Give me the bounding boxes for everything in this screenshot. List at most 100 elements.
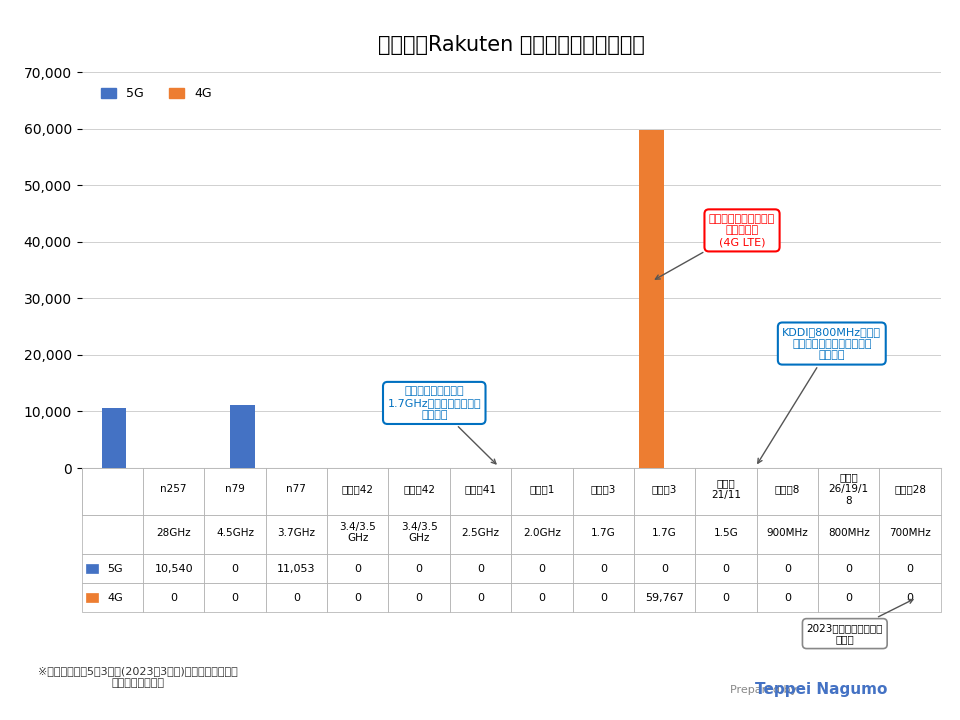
Bar	[511, 554, 572, 583]
Text: 0: 0	[906, 564, 914, 574]
Bar	[450, 515, 511, 554]
Text: 0: 0	[539, 564, 545, 574]
Bar	[230, 405, 254, 468]
Bar	[450, 468, 511, 515]
Text: 2.0GHz: 2.0GHz	[523, 528, 561, 538]
Text: 900MHz: 900MHz	[766, 528, 808, 538]
Bar	[450, 554, 511, 583]
Text: 0: 0	[784, 564, 791, 574]
Bar	[266, 583, 327, 612]
Bar	[634, 583, 695, 612]
Bar	[82, 554, 143, 583]
Bar	[572, 583, 634, 612]
Text: 0: 0	[477, 564, 484, 574]
Text: n77: n77	[286, 484, 306, 494]
Bar	[327, 554, 389, 583]
Bar	[818, 583, 879, 612]
Bar	[572, 515, 634, 554]
Bar	[143, 515, 204, 554]
Text: 0: 0	[784, 593, 791, 603]
Text: 0: 0	[231, 564, 238, 574]
Text: バンド42: バンド42	[342, 484, 373, 494]
Bar	[572, 468, 634, 515]
Text: 800MHz: 800MHz	[828, 528, 870, 538]
Text: 1.7G: 1.7G	[652, 528, 677, 538]
Text: 0: 0	[170, 593, 178, 603]
Bar	[143, 554, 204, 583]
Text: 0: 0	[600, 564, 607, 574]
Text: 0: 0	[906, 593, 914, 603]
Text: 1.7G: 1.7G	[591, 528, 615, 538]
Bar	[389, 515, 450, 554]
Bar	[511, 583, 572, 612]
Text: 2.5GHz: 2.5GHz	[462, 528, 499, 538]
Text: バンド8: バンド8	[775, 484, 800, 494]
Text: 0: 0	[845, 564, 852, 574]
Bar	[818, 554, 879, 583]
Text: バンド3: バンド3	[590, 484, 616, 494]
Text: 2023年春に追加された
周波数: 2023年春に追加された 周波数	[806, 600, 913, 644]
Text: バンド1: バンド1	[529, 484, 555, 494]
Bar	[511, 515, 572, 554]
Text: 0: 0	[354, 564, 361, 574]
Text: 東名阪エリア以外の
1.7GHzバンドは利用され
ていない: 東名阪エリア以外の 1.7GHzバンドは利用され ていない	[388, 387, 496, 464]
Text: 0: 0	[845, 593, 852, 603]
Bar	[695, 554, 756, 583]
Text: 3.4/3.5
GHz: 3.4/3.5 GHz	[400, 522, 438, 544]
Text: バンド
21/11: バンド 21/11	[711, 478, 741, 500]
Bar	[695, 515, 756, 554]
Bar	[572, 554, 634, 583]
Bar	[879, 583, 941, 612]
Text: n79: n79	[225, 484, 245, 494]
Bar	[204, 515, 266, 554]
Bar	[389, 468, 450, 515]
Bar	[204, 554, 266, 583]
Text: ※参照元：令和5年3月末(2023年3月末)時点の基地局数、
総務省の公開情報: ※参照元：令和5年3月末(2023年3月末)時点の基地局数、 総務省の公開情報	[38, 666, 238, 688]
Bar	[82, 468, 143, 515]
Text: 700MHz: 700MHz	[889, 528, 931, 538]
Text: 10,540: 10,540	[155, 564, 193, 574]
Bar	[266, 554, 327, 583]
Bar	[327, 583, 389, 612]
Text: 0: 0	[416, 593, 422, 603]
Bar	[879, 554, 941, 583]
Bar	[143, 583, 204, 612]
Bar	[756, 583, 818, 612]
Text: 0: 0	[416, 564, 422, 574]
Text: バンド41: バンド41	[465, 484, 496, 494]
Bar	[86, 593, 98, 602]
Text: 59,767: 59,767	[645, 593, 684, 603]
Text: 3.7GHz: 3.7GHz	[277, 528, 316, 538]
Text: バンド
26/19/1
8: バンド 26/19/1 8	[828, 472, 869, 505]
Text: 0: 0	[231, 593, 238, 603]
Text: 5G: 5G	[108, 564, 123, 574]
Bar	[204, 468, 266, 515]
Bar	[86, 564, 98, 573]
Text: 0: 0	[723, 564, 730, 574]
Text: 0: 0	[661, 564, 668, 574]
Bar	[450, 583, 511, 612]
Text: 3.4/3.5
GHz: 3.4/3.5 GHz	[340, 522, 376, 544]
Bar	[102, 408, 127, 468]
Bar	[204, 583, 266, 612]
Text: 4G: 4G	[108, 593, 123, 603]
Bar	[756, 468, 818, 515]
Bar	[82, 468, 127, 515]
Text: 0: 0	[723, 593, 730, 603]
Bar	[389, 554, 450, 583]
Bar	[266, 515, 327, 554]
Bar	[879, 515, 941, 554]
Bar	[389, 583, 450, 612]
Legend: 5G, 4G: 5G, 4G	[96, 82, 217, 105]
Bar	[82, 583, 143, 612]
Text: 日本全国をカバーする
主要バンド
(4G LTE): 日本全国をカバーする 主要バンド (4G LTE)	[656, 214, 775, 279]
Bar	[818, 515, 879, 554]
Title: グラフ：Rakuten 基地局数（周波数毎）: グラフ：Rakuten 基地局数（周波数毎）	[378, 35, 644, 55]
Bar	[634, 515, 695, 554]
Bar	[756, 515, 818, 554]
Bar	[639, 130, 663, 468]
Text: バンド28: バンド28	[894, 484, 926, 494]
Bar	[327, 468, 389, 515]
Bar	[511, 468, 572, 515]
Bar	[695, 468, 756, 515]
